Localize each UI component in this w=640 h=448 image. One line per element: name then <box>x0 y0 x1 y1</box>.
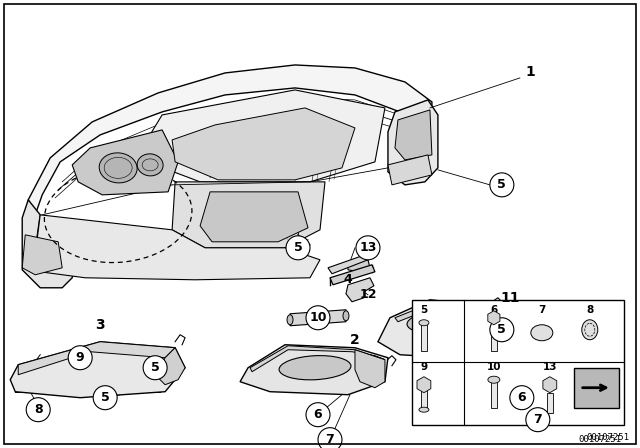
Ellipse shape <box>99 153 137 183</box>
Polygon shape <box>22 200 75 288</box>
Text: 9: 9 <box>420 362 428 372</box>
Text: 13: 13 <box>359 241 377 254</box>
Text: 1: 1 <box>525 65 534 79</box>
Text: 6: 6 <box>314 408 323 421</box>
Polygon shape <box>148 90 385 182</box>
Ellipse shape <box>488 376 500 383</box>
Polygon shape <box>355 350 385 388</box>
Circle shape <box>526 408 550 432</box>
Polygon shape <box>172 182 325 248</box>
Circle shape <box>490 318 514 342</box>
Polygon shape <box>348 260 370 272</box>
Text: 9: 9 <box>76 351 84 364</box>
Text: 5: 5 <box>100 391 109 404</box>
Text: 8: 8 <box>34 403 42 416</box>
Polygon shape <box>488 311 500 325</box>
Circle shape <box>93 386 117 409</box>
Polygon shape <box>328 255 368 274</box>
Circle shape <box>26 398 50 422</box>
Text: 2: 2 <box>350 333 360 347</box>
Ellipse shape <box>419 320 429 326</box>
Circle shape <box>286 236 310 260</box>
Circle shape <box>490 173 514 197</box>
Bar <box>412 300 624 425</box>
Text: 00107251: 00107251 <box>579 435 622 444</box>
Polygon shape <box>10 342 185 398</box>
Text: 5: 5 <box>294 241 302 254</box>
Ellipse shape <box>343 311 349 321</box>
Polygon shape <box>388 155 432 185</box>
Polygon shape <box>250 346 385 372</box>
Polygon shape <box>28 65 432 215</box>
Polygon shape <box>18 342 175 375</box>
Polygon shape <box>395 302 488 322</box>
Circle shape <box>68 346 92 370</box>
Text: 12: 12 <box>359 288 377 301</box>
Ellipse shape <box>531 325 553 341</box>
Text: 7: 7 <box>538 305 545 315</box>
Text: 7: 7 <box>326 433 334 446</box>
Text: 10: 10 <box>486 362 501 372</box>
Bar <box>421 323 427 351</box>
Polygon shape <box>330 265 375 285</box>
Ellipse shape <box>287 315 293 325</box>
Polygon shape <box>200 192 308 242</box>
Text: 10: 10 <box>309 311 327 324</box>
Text: 5: 5 <box>497 178 506 191</box>
Text: 6: 6 <box>490 305 497 315</box>
Text: 5: 5 <box>497 323 506 336</box>
Polygon shape <box>388 100 438 185</box>
Text: 3: 3 <box>95 318 105 332</box>
Circle shape <box>306 306 330 330</box>
Bar <box>574 368 619 408</box>
Polygon shape <box>395 110 432 160</box>
Polygon shape <box>417 377 431 393</box>
Text: 00107251: 00107251 <box>587 433 630 442</box>
Polygon shape <box>72 130 178 195</box>
Text: 8: 8 <box>586 305 593 315</box>
Polygon shape <box>378 300 498 358</box>
Text: 5: 5 <box>151 361 159 374</box>
Polygon shape <box>172 108 355 180</box>
Polygon shape <box>346 278 374 302</box>
Polygon shape <box>35 215 320 280</box>
Text: 11: 11 <box>500 291 520 305</box>
Bar <box>491 323 497 351</box>
Polygon shape <box>240 345 388 395</box>
Text: 6: 6 <box>518 391 526 404</box>
Ellipse shape <box>279 356 351 380</box>
Polygon shape <box>290 310 346 326</box>
Polygon shape <box>543 377 557 393</box>
Text: 7: 7 <box>534 413 542 426</box>
Circle shape <box>318 428 342 448</box>
Polygon shape <box>155 348 185 385</box>
Bar <box>491 380 497 408</box>
Ellipse shape <box>582 320 598 340</box>
Circle shape <box>143 356 167 380</box>
Circle shape <box>306 403 330 426</box>
Bar <box>421 385 427 409</box>
Circle shape <box>356 236 380 260</box>
Text: 4: 4 <box>344 273 353 286</box>
Ellipse shape <box>407 310 468 333</box>
Text: 5: 5 <box>420 305 428 315</box>
Text: 13: 13 <box>543 362 557 372</box>
Ellipse shape <box>419 407 429 412</box>
Bar <box>547 393 553 413</box>
Circle shape <box>510 386 534 409</box>
Polygon shape <box>22 235 62 275</box>
Ellipse shape <box>137 154 163 176</box>
